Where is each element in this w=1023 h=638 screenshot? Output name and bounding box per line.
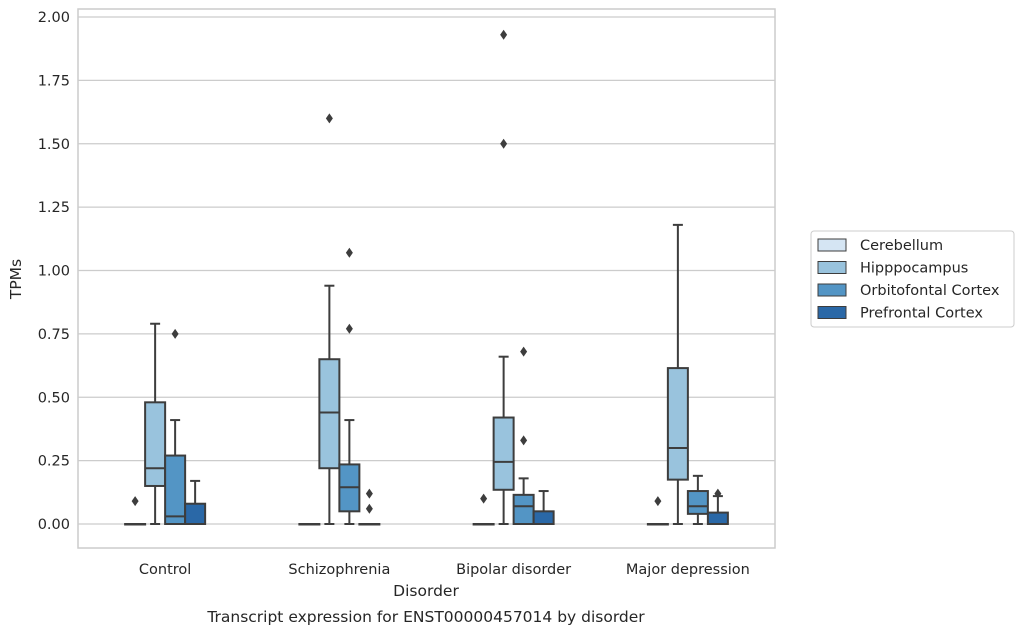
outlier-point xyxy=(131,496,139,507)
y-tick-label: 0.25 xyxy=(38,454,70,470)
box-0-2 xyxy=(164,328,187,525)
box-body xyxy=(144,401,167,487)
x-axis-label: Disorder xyxy=(393,582,459,600)
box-body xyxy=(318,358,341,470)
outlier-point xyxy=(345,247,353,258)
box-1-3 xyxy=(358,488,381,526)
y-tick-labels: 0.00 0.25 0.50 0.75 1.00 1.25 1.50 1.75 2.00 xyxy=(38,10,70,533)
y-tick-label: 0.00 xyxy=(38,517,70,533)
legend: Cerebellum Hipppocampus Orbitofontal Corte… xyxy=(810,230,1015,328)
legend-item: Prefrontal Cortex xyxy=(817,306,983,322)
outlier-point xyxy=(171,328,179,339)
y-tick-label: 2.00 xyxy=(38,10,70,26)
legend-label: Prefrontal Cortex xyxy=(860,306,983,322)
box-2-0 xyxy=(472,493,495,526)
legend-label: Cerebellum xyxy=(860,238,943,254)
box-body xyxy=(686,490,709,515)
box-body xyxy=(532,510,555,526)
box-2-1 xyxy=(492,29,515,525)
outlier-point xyxy=(365,488,373,499)
legend-label: Orbitofontal Cortex xyxy=(860,283,1000,299)
y-tick-label: 1.25 xyxy=(38,200,70,216)
legend-label: Hipppocampus xyxy=(860,261,968,277)
x-tick-labels: Control Schizophrenia Bipolar disorder Majo… xyxy=(139,562,750,578)
plot-frame xyxy=(77,8,776,549)
box-series xyxy=(124,29,729,526)
plot-background xyxy=(78,9,775,548)
box-0-3 xyxy=(184,479,207,526)
y-axis-label: TPMs xyxy=(7,259,25,300)
y-tick-label: 0.75 xyxy=(38,327,70,343)
x-tick-label: Bipolar disorder xyxy=(456,562,571,578)
y-tick-label: 1.00 xyxy=(38,264,70,280)
outlier-point xyxy=(520,435,528,446)
legend-item: Orbitofontal Cortex xyxy=(817,283,1000,299)
box-1-1 xyxy=(318,113,341,525)
outlier-point xyxy=(365,503,373,514)
box-0-0 xyxy=(124,496,147,526)
x-tick-label: Control xyxy=(139,562,191,578)
legend-item: Cerebellum xyxy=(817,238,943,254)
box-0-1 xyxy=(144,322,167,525)
box-body xyxy=(512,493,535,526)
box-3-1 xyxy=(666,223,689,525)
box-3-3 xyxy=(706,488,729,526)
outlier-point xyxy=(345,323,353,334)
box-2-2 xyxy=(512,346,535,526)
box-body xyxy=(492,416,515,491)
box-1-0 xyxy=(298,523,321,526)
y-tick-label: 0.50 xyxy=(38,390,70,406)
outlier-point xyxy=(520,346,528,357)
legend-swatch xyxy=(817,238,847,252)
box-3-0 xyxy=(646,496,669,526)
legend-swatch xyxy=(817,306,847,319)
outlier-point xyxy=(500,29,508,40)
chart-caption: Transcript expression for ENST0000045701… xyxy=(206,608,645,626)
box-body xyxy=(164,454,187,525)
x-tick-label: Schizophrenia xyxy=(288,562,390,578)
outlier-point xyxy=(325,113,333,124)
box-2-3 xyxy=(532,490,555,526)
box-body xyxy=(666,367,689,481)
outlier-point xyxy=(500,138,508,149)
legend-frame xyxy=(810,230,1015,328)
box-1-2 xyxy=(338,247,361,525)
legend-swatch xyxy=(817,283,847,297)
y-tick-label: 1.50 xyxy=(38,137,70,153)
legend-swatch xyxy=(817,261,847,274)
box-3-2 xyxy=(686,474,709,525)
outlier-point xyxy=(480,493,488,504)
x-tick-label: Major depression xyxy=(626,562,750,578)
outlier-point xyxy=(654,496,662,507)
y-tick-label: 1.75 xyxy=(38,73,70,89)
outlier-point xyxy=(714,488,722,499)
legend-item: Hipppocampus xyxy=(817,261,968,277)
box-body xyxy=(706,511,729,526)
box-body xyxy=(184,502,207,526)
